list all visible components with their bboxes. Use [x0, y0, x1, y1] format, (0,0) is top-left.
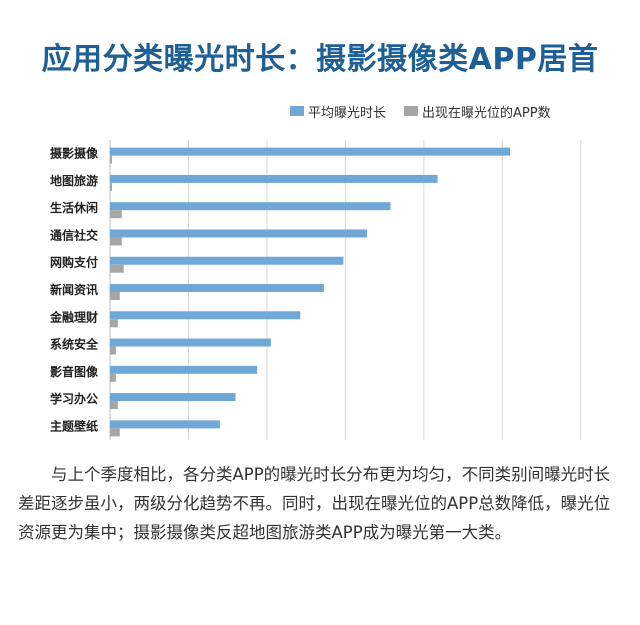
legend-swatch-series-1	[290, 106, 304, 116]
bar-avg-exposure	[110, 284, 324, 292]
bar-avg-exposure	[110, 420, 220, 429]
bar-app-count	[110, 346, 116, 355]
category-label: 地图旅游	[50, 173, 98, 188]
chart-title: 应用分类曝光时长：摄影摄像类APP居首	[41, 42, 599, 77]
category-label: 学习办公	[50, 391, 98, 406]
legend-label-series-1: 平均曝光时长	[308, 105, 387, 121]
legend-swatch-series-2	[404, 106, 419, 116]
bar-avg-exposure	[110, 311, 301, 320]
bar-app-count	[110, 401, 118, 410]
bar-avg-exposure	[110, 365, 258, 374]
bar-avg-exposure	[110, 256, 344, 265]
bar-app-count	[110, 264, 124, 273]
bar-avg-exposure	[110, 393, 236, 402]
category-label: 网购支付	[50, 255, 98, 270]
bar-avg-exposure	[110, 147, 511, 156]
legend-item-series-1: 平均曝光时长	[290, 102, 386, 121]
category-label: 新闻资讯	[50, 282, 98, 297]
legend-item-series-2: 出现在曝光位的APP数	[404, 102, 551, 121]
bar-app-count	[110, 428, 120, 437]
bar-avg-exposure	[110, 174, 438, 183]
category-label: 系统安全	[50, 337, 99, 352]
bar-app-count	[110, 155, 112, 164]
category-label: 通信社交	[50, 227, 98, 242]
category-label: 金融理财	[49, 309, 98, 324]
bar-app-count	[110, 292, 120, 300]
category-label: 摄影摄像	[50, 146, 99, 161]
chart-legend: 平均曝光时长 出现在曝光位的APP数	[290, 102, 569, 121]
bar-app-count	[110, 237, 122, 246]
category-label: 生活休闲	[50, 200, 98, 215]
bar-app-count	[110, 373, 116, 382]
bar-avg-exposure	[110, 338, 271, 347]
bar-app-count	[110, 182, 112, 191]
bar-avg-exposure	[110, 229, 367, 238]
category-label: 主题壁纸	[50, 418, 98, 433]
legend-label-series-2: 出现在曝光位的APP数	[422, 105, 551, 121]
bar-app-count	[110, 319, 118, 328]
summary-paragraph: 与上个季度相比，各分类APP的曝光时长分布更为均匀，不同类别间曝光时长差距逐步虽…	[18, 465, 611, 542]
bar-avg-exposure	[110, 202, 391, 211]
bar-app-count	[110, 210, 122, 219]
bar-chart: 摄影摄像地图旅游生活休闲通信社交网购支付新闻资讯金融理财系统安全影音图像学习办公…	[49, 140, 582, 440]
category-label: 影音图像	[50, 364, 99, 379]
